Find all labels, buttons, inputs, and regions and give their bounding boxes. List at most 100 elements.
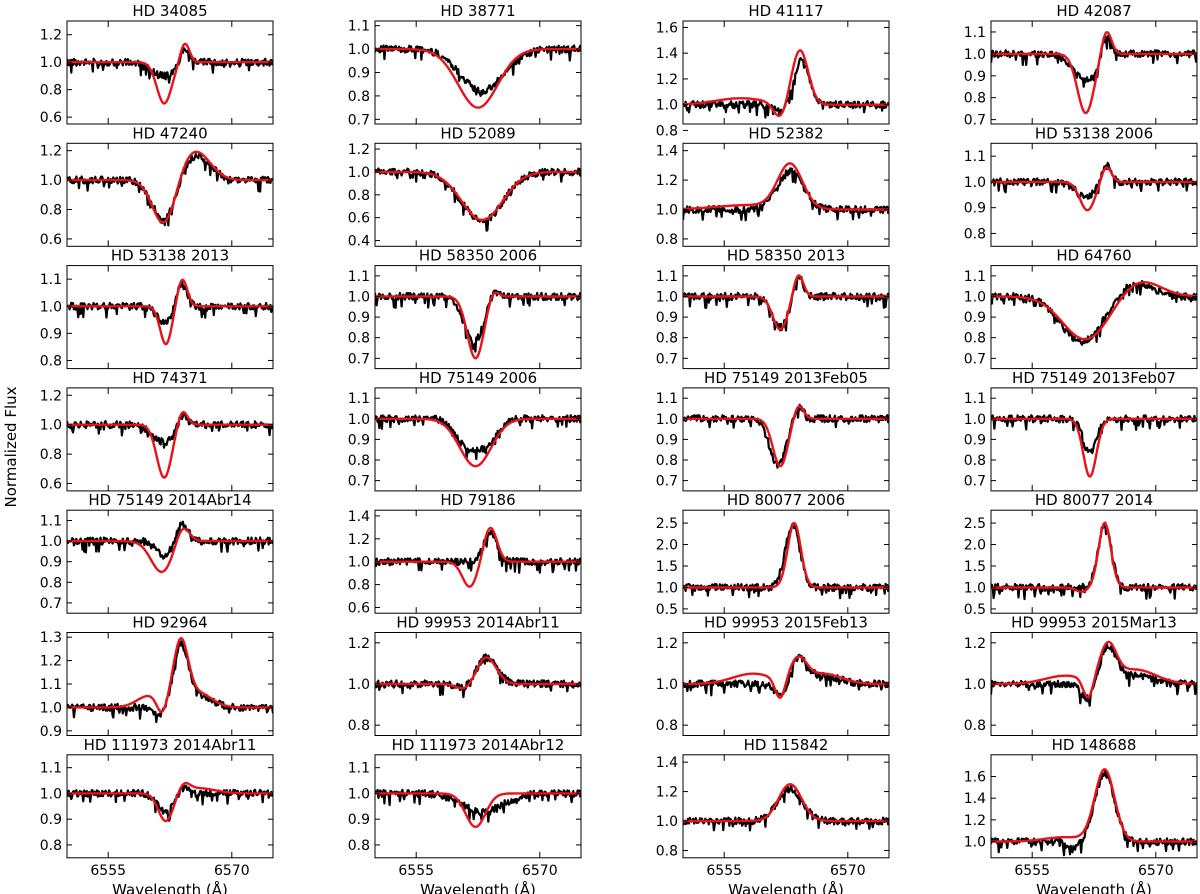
plot-frame — [990, 754, 1198, 859]
y-tick-label: 1.0 — [656, 677, 678, 693]
y-tick-label: 0.9 — [656, 432, 678, 448]
y-tick-label: 0.9 — [964, 310, 986, 326]
y-tick-label: 0.7 — [348, 112, 370, 128]
y-tick-label: 1.0 — [656, 98, 678, 114]
y-tick-label: 0.8 — [656, 232, 678, 248]
x-tick-label: 6555 — [398, 863, 434, 879]
y-tick-label: 1.2 — [40, 144, 62, 160]
model-line — [991, 417, 1197, 478]
y-tick-label: 0.9 — [656, 310, 678, 326]
observed-line — [683, 653, 889, 698]
observed-line — [991, 161, 1197, 200]
panel-title: HD 38771 — [440, 2, 515, 20]
y-tick-label: 1.0 — [40, 173, 62, 189]
y-tick-label: 1.2 — [656, 173, 678, 189]
panel: HD 92964 0.9 1.0 1.1 1.2 1.3 — [40, 614, 274, 740]
y-tick-label: 0.9 — [964, 201, 986, 217]
x-axis-label: Wavelength (Å) — [1036, 880, 1152, 894]
model-line — [683, 522, 889, 589]
x-tick-label: 6555 — [90, 863, 126, 879]
y-tick-label: 0.8 — [40, 203, 62, 219]
y-tick-label: 0.6 — [40, 477, 62, 493]
panel: HD 64760 0.7 0.8 0.9 1.0 1.1 — [964, 247, 1198, 370]
panel-title: HD 75149 2013Feb07 — [1012, 369, 1176, 387]
panel-title: HD 111973 2014Abr12 — [392, 736, 565, 754]
panel: HD 111973 2014Abr11 6555 6570 0.8 0.9 1.0 1.1 W… — [40, 736, 274, 894]
panel: HD 148688 6555 6570 1.0 1.2 1.4 1.6 Wavelength … — [964, 736, 1198, 894]
panel: HD 53138 2013 0.8 0.9 1.0 1.1 — [40, 247, 274, 370]
plot-frame — [682, 754, 890, 859]
model-line — [991, 522, 1197, 593]
y-tick-label: 1.0 — [964, 835, 986, 851]
y-tick-label: 1.2 — [964, 813, 986, 829]
y-tick-label: 1.0 — [656, 580, 678, 596]
model-line — [683, 655, 889, 699]
plot-frame — [66, 265, 274, 370]
panel-title: HD 53138 2013 — [111, 247, 229, 265]
y-tick-label: 1.0 — [656, 290, 678, 306]
panel: HD 58350 2006 0.7 0.8 0.9 1.0 1.1 — [348, 247, 582, 370]
y-tick-label: 0.8 — [40, 447, 62, 463]
panel-title: HD 47240 — [132, 124, 207, 142]
plot-frame — [682, 509, 890, 614]
observed-line — [683, 57, 889, 119]
y-tick-label: 1.2 — [656, 72, 678, 88]
observed-line — [67, 152, 273, 227]
panel: HD 52382 0.8 1.0 1.2 1.4 — [656, 124, 890, 248]
y-tick-label: 0.6 — [40, 110, 62, 126]
y-tick-label: 2.0 — [656, 538, 678, 554]
panel-title: HD 74371 — [132, 369, 207, 387]
panel: HD 75149 2006 0.7 0.8 0.9 1.0 1.1 — [348, 369, 582, 492]
x-tick-label: 6570 — [830, 863, 866, 879]
panel-title: HD 99953 2015Mar13 — [1011, 614, 1177, 632]
y-tick-label: 1.0 — [348, 786, 370, 802]
panel: HD 115842 6555 6570 0.8 1.0 1.2 1.4 Wavelength … — [656, 736, 890, 894]
model-line — [991, 281, 1197, 341]
model-line — [67, 637, 273, 713]
y-tick-label: 1.1 — [964, 149, 986, 165]
y-tick-label: 1.0 — [348, 555, 370, 571]
model-line — [991, 166, 1197, 212]
y-tick-label: 1.2 — [348, 142, 370, 158]
y-tick-label: 1.1 — [40, 272, 62, 288]
model-line — [683, 783, 889, 823]
panel: HD 42087 0.7 0.8 0.9 1.0 1.1 — [964, 2, 1198, 129]
panel: HD 41117 0.8 1.0 1.2 1.4 1.6 — [656, 2, 890, 139]
panel-title: HD 75149 2006 — [419, 369, 537, 387]
y-tick-label: 0.8 — [964, 91, 986, 107]
y-tick-label: 1.0 — [964, 412, 986, 428]
panel-title: HD 115842 — [744, 736, 829, 754]
observed-line — [375, 653, 581, 699]
panel-title: HD 34085 — [132, 2, 207, 20]
plot-frame — [990, 387, 1198, 492]
model-line — [67, 781, 273, 823]
observed-line — [683, 403, 889, 469]
model-line — [67, 411, 273, 479]
panels: HD 34085 0.6 0.8 1.0 1.2 HD 38771 0.7 0.8 0.9 1.0… — [40, 2, 1198, 894]
model-line — [683, 405, 889, 468]
observed-line — [683, 522, 889, 600]
plot-frame — [682, 142, 890, 247]
model-line — [683, 274, 889, 331]
y-tick-label: 0.8 — [40, 353, 62, 369]
model-line — [375, 170, 581, 222]
y-tick-label: 1.0 — [964, 175, 986, 191]
x-axis-label: Wavelength (Å) — [112, 880, 228, 894]
y-tick-label: 1.0 — [40, 55, 62, 71]
y-tick-label: 1.5 — [964, 559, 986, 575]
y-tick-label: 0.9 — [348, 432, 370, 448]
observed-line — [991, 34, 1197, 88]
model-line — [375, 792, 581, 829]
y-tick-label: 0.8 — [40, 83, 62, 99]
model-line — [67, 527, 273, 574]
model-line — [67, 150, 273, 224]
y-tick-label: 0.8 — [656, 718, 678, 734]
panel: HD 99953 2015Feb13 0.8 1.0 1.2 — [656, 614, 890, 736]
y-tick-label: 0.7 — [964, 113, 986, 129]
y-tick-label: 0.9 — [964, 432, 986, 448]
y-tick-label: 0.8 — [964, 226, 986, 242]
model-line — [375, 291, 581, 360]
panel: HD 80077 2014 0.5 1.0 1.5 2.0 2.5 — [964, 491, 1198, 618]
panel-title: HD 58350 2013 — [727, 247, 845, 265]
observed-line — [67, 280, 273, 325]
